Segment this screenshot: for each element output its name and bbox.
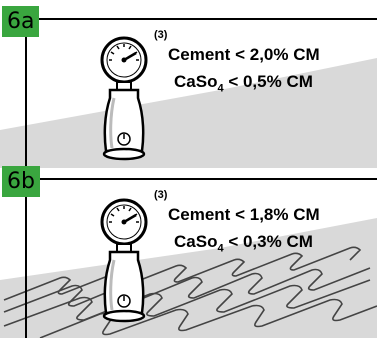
spec-line-cement: Cement < 1,8% CM	[168, 205, 320, 225]
material-subscript: 4	[217, 242, 224, 255]
panel-6b: 6b (3) Cement < 1,8% CM	[0, 160, 377, 338]
floor-surface	[0, 58, 377, 168]
footnote-reference: (3)	[154, 189, 168, 201]
moisture-meter-device	[100, 198, 148, 323]
material-name: CaSo	[174, 232, 218, 251]
moisture-limit: < 0,3% CM	[228, 232, 313, 251]
material-name: Cement	[168, 205, 231, 224]
power-button-icon	[117, 132, 131, 146]
footnote-reference: (3)	[154, 29, 168, 41]
spec-line-cement: Cement < 2,0% CM	[168, 45, 320, 65]
material-subscript: 4	[217, 82, 224, 95]
panel-6a: 6a (3) Cement < 2,0% CM	[0, 0, 377, 168]
material-name: CaSo	[174, 72, 218, 91]
power-button-icon	[117, 294, 131, 308]
panel-label: 6a	[2, 6, 40, 37]
pressure-gauge-icon	[100, 198, 148, 246]
panel-6b-background	[0, 178, 377, 338]
material-name: Cement	[168, 45, 231, 64]
panel-6a-background	[0, 18, 377, 168]
panel-label: 6b	[2, 166, 40, 197]
spec-line-caso4: CaSo4 < 0,3% CM	[174, 232, 313, 254]
pressure-gauge-icon	[100, 36, 148, 84]
spec-line-caso4: CaSo4 < 0,5% CM	[174, 72, 313, 94]
moisture-limit: < 2,0% CM	[235, 45, 320, 64]
moisture-limit: < 0,5% CM	[228, 72, 313, 91]
moisture-limit: < 1,8% CM	[235, 205, 320, 224]
moisture-meter-device	[100, 36, 148, 161]
heating-pipe-pattern	[3, 246, 377, 338]
